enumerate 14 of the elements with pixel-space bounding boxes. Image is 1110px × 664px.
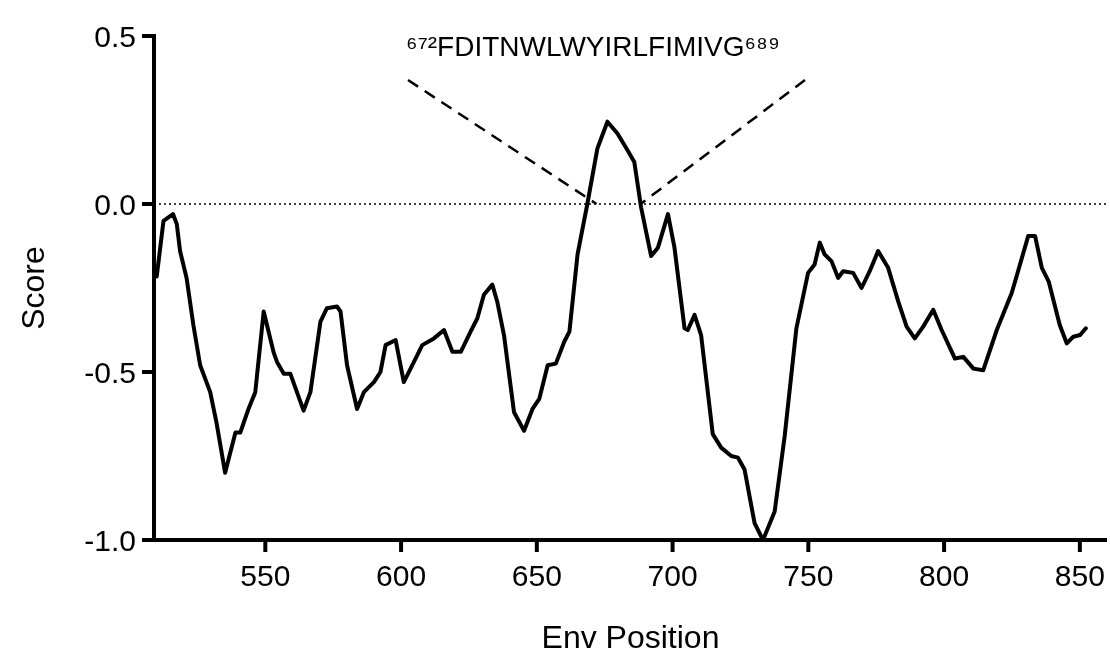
x-tick-label: 750 xyxy=(783,559,834,592)
y-tick-label: 0.0 xyxy=(94,187,136,221)
x-tick-label: 800 xyxy=(919,559,970,592)
x-tick-label: 550 xyxy=(240,559,291,592)
x-tick-label: 700 xyxy=(647,559,698,592)
y-tick-label: -1.0 xyxy=(84,523,136,557)
x-tick-label: 600 xyxy=(376,559,427,592)
x-tick-label: 650 xyxy=(511,559,562,592)
x-tick-label: 850 xyxy=(1054,559,1105,592)
y-tick-label: -0.5 xyxy=(84,355,136,389)
y-axis-title: Score xyxy=(15,246,51,330)
x-axis-title: Env Position xyxy=(541,619,720,655)
y-tick-label: 0.5 xyxy=(94,19,136,53)
annotation: ⁶⁷²FDITNWLWYIRLFIMIVG⁶⁸⁹ xyxy=(406,31,780,62)
